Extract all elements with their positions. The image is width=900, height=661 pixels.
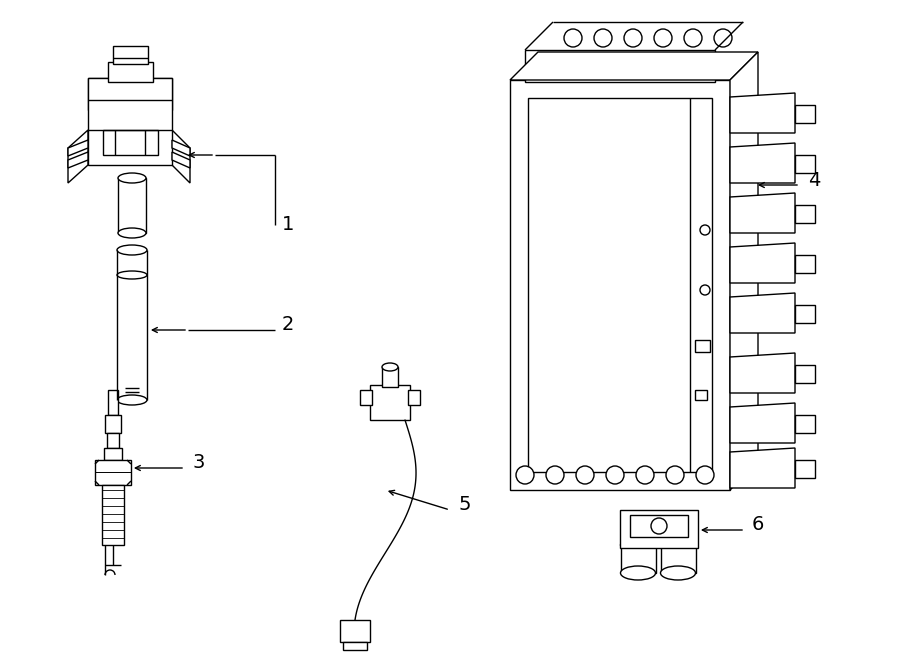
Bar [795, 205, 815, 223]
Circle shape [546, 466, 564, 484]
Bar [630, 515, 688, 537]
Bar [661, 545, 696, 573]
Bar [528, 98, 712, 472]
Ellipse shape [661, 538, 696, 552]
Ellipse shape [620, 538, 655, 552]
Polygon shape [730, 52, 758, 490]
Bar [105, 415, 121, 433]
Polygon shape [172, 130, 190, 183]
Polygon shape [172, 152, 190, 168]
Circle shape [536, 57, 554, 75]
Text: 1: 1 [282, 215, 294, 235]
Bar [108, 390, 118, 415]
Bar [621, 545, 656, 573]
Bar [795, 155, 815, 173]
Bar [408, 390, 420, 405]
Circle shape [576, 466, 594, 484]
Bar [795, 460, 815, 478]
Ellipse shape [620, 566, 655, 580]
Circle shape [696, 466, 714, 484]
Bar [118, 178, 146, 233]
Circle shape [714, 29, 732, 47]
Circle shape [636, 466, 654, 484]
Circle shape [700, 225, 710, 235]
Circle shape [566, 57, 584, 75]
Polygon shape [730, 143, 795, 183]
Circle shape [666, 466, 684, 484]
Ellipse shape [117, 245, 147, 255]
Polygon shape [730, 403, 795, 443]
Bar [343, 642, 367, 650]
Text: 3: 3 [192, 453, 204, 473]
Text: 6: 6 [752, 516, 764, 535]
Text: 4: 4 [808, 171, 821, 190]
Text: 2: 2 [282, 315, 294, 334]
Circle shape [700, 285, 710, 295]
Circle shape [626, 57, 644, 75]
Bar [525, 50, 715, 82]
Ellipse shape [117, 395, 147, 405]
Ellipse shape [117, 271, 147, 279]
Circle shape [624, 29, 642, 47]
Bar [695, 390, 707, 400]
Bar [795, 365, 815, 383]
Polygon shape [68, 140, 88, 156]
Polygon shape [510, 52, 758, 80]
Circle shape [656, 57, 674, 75]
Bar [510, 80, 730, 490]
Bar [370, 385, 410, 420]
Circle shape [654, 29, 672, 47]
Bar [107, 433, 119, 448]
Bar [104, 448, 122, 460]
Bar [795, 415, 815, 433]
Circle shape [564, 29, 582, 47]
Circle shape [651, 518, 667, 534]
Polygon shape [730, 243, 795, 283]
Polygon shape [88, 78, 172, 165]
Polygon shape [88, 78, 172, 110]
Ellipse shape [661, 566, 696, 580]
Polygon shape [172, 140, 190, 156]
Polygon shape [730, 193, 795, 233]
Circle shape [606, 466, 624, 484]
Bar [103, 130, 158, 155]
Circle shape [516, 466, 534, 484]
Bar [360, 390, 372, 405]
Circle shape [686, 57, 704, 75]
Polygon shape [730, 353, 795, 393]
Bar [108, 62, 153, 82]
Polygon shape [620, 510, 698, 548]
Polygon shape [95, 460, 131, 485]
Bar [795, 255, 815, 273]
Text: 5: 5 [458, 496, 471, 514]
Polygon shape [730, 293, 795, 333]
Bar [113, 46, 148, 64]
Polygon shape [730, 93, 795, 133]
Bar [695, 340, 710, 352]
Bar [795, 305, 815, 323]
Bar [795, 105, 815, 123]
Bar [340, 620, 370, 642]
Ellipse shape [118, 228, 146, 238]
Polygon shape [68, 130, 88, 183]
Circle shape [594, 29, 612, 47]
Ellipse shape [382, 363, 398, 371]
Bar [382, 367, 398, 387]
Bar [102, 485, 124, 545]
Polygon shape [730, 448, 795, 488]
Circle shape [596, 57, 614, 75]
Circle shape [684, 29, 702, 47]
Polygon shape [68, 152, 88, 168]
Ellipse shape [118, 173, 146, 183]
